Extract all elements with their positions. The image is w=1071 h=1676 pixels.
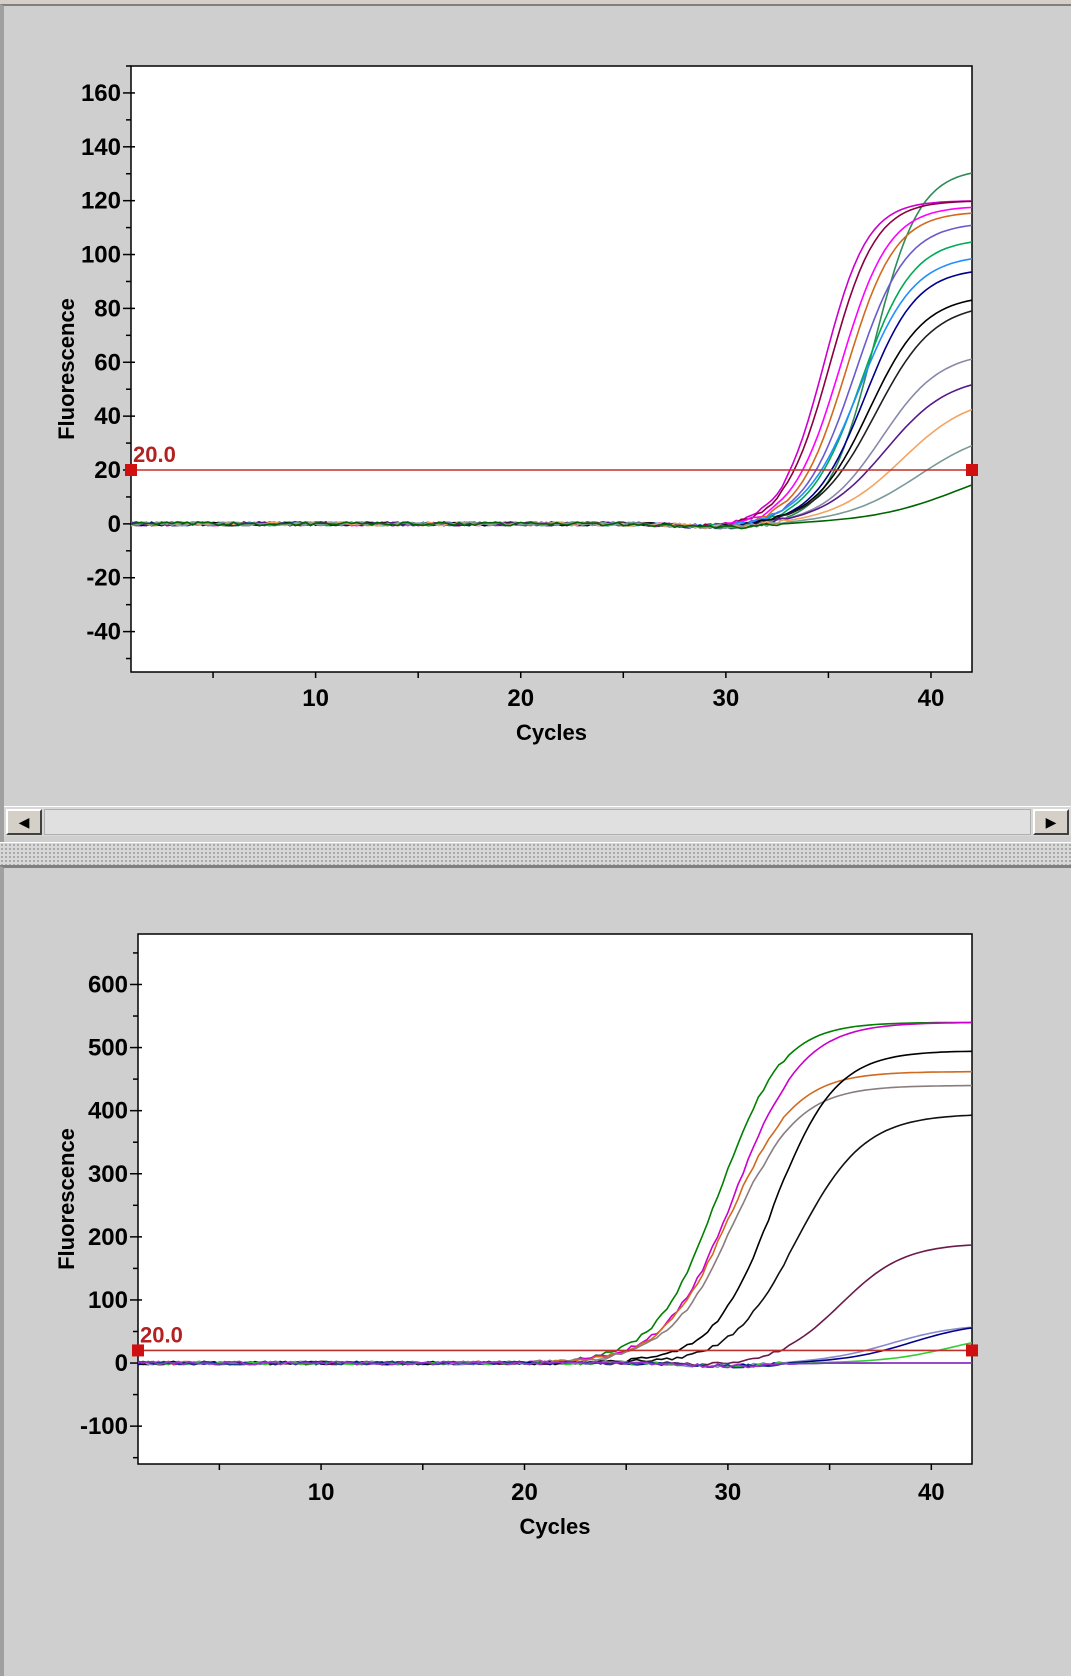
y-tick-label: -40 xyxy=(86,619,121,646)
top-amplification-chart: -40 -20 0 20 40 60 80 100 120 140 160 10 20 30 40 Cycle… xyxy=(54,65,978,745)
y-tick-label: -100 xyxy=(80,1413,128,1440)
x-tick-label: 40 xyxy=(918,685,945,712)
series-line xyxy=(131,384,972,529)
y-tick-label: 20 xyxy=(94,457,121,484)
x-tick-label: 10 xyxy=(308,1479,335,1506)
x-tick-label: 30 xyxy=(715,1479,742,1506)
y-axis-title: Fluorescence xyxy=(54,1128,79,1270)
y-tick-label: 60 xyxy=(94,349,121,376)
y-tick-label: 400 xyxy=(88,1098,128,1125)
y-tick-label: 0 xyxy=(108,511,121,538)
y-tick-label: 600 xyxy=(88,971,128,998)
y-tick-label: 160 xyxy=(81,80,121,107)
x-axis-title: Cycles xyxy=(520,1514,591,1539)
threshold-label: 20.0 xyxy=(140,1322,183,1347)
threshold-handle-right[interactable] xyxy=(966,1344,978,1357)
pane-splitter[interactable] xyxy=(0,842,1071,866)
scroll-track[interactable] xyxy=(44,809,1031,835)
y-tick-label: 100 xyxy=(88,1287,128,1314)
y-tick-label: 40 xyxy=(94,403,121,430)
plot-area xyxy=(130,65,973,673)
series-group xyxy=(138,1021,972,1369)
y-tick-label: 100 xyxy=(81,242,121,269)
y-tick-label: 140 xyxy=(81,134,121,161)
y-tick-label: -20 xyxy=(86,565,121,592)
threshold-handle-left[interactable] xyxy=(125,464,137,476)
threshold-label: 20.0 xyxy=(133,442,176,467)
bottom-amplification-chart: -100 0 100 200 300 400 500 600 10 20 30 40 Cycles Flu… xyxy=(54,933,978,1539)
scroll-right-arrow-icon[interactable]: ▶ xyxy=(1033,809,1069,835)
plot-area xyxy=(137,933,973,1465)
x-tick-label: 20 xyxy=(507,685,534,712)
series-group xyxy=(131,172,972,530)
y-axis-title: Fluorescence xyxy=(54,298,79,440)
bottom-chart-panel: -100 0 100 200 300 400 500 600 10 20 30 40 Cycles Flu… xyxy=(0,866,1071,1676)
y-tick-label: 0 xyxy=(115,1350,128,1377)
x-tick-label: 40 xyxy=(918,1479,945,1506)
series-line xyxy=(131,444,972,529)
x-tick-label: 30 xyxy=(713,685,740,712)
top-horizontal-scrollbar[interactable]: ◀ ▶ xyxy=(4,806,1071,836)
threshold-handle-right[interactable] xyxy=(966,464,978,476)
x-tick-label: 10 xyxy=(302,685,329,712)
series-line xyxy=(131,484,972,530)
y-tick-label: 300 xyxy=(88,1161,128,1188)
threshold-handle-left[interactable] xyxy=(132,1344,144,1357)
x-axis-title: Cycles xyxy=(516,720,587,745)
scroll-left-arrow-icon[interactable]: ◀ xyxy=(6,809,42,835)
x-tick-label: 20 xyxy=(511,1479,538,1506)
top-chart-panel: -40 -20 0 20 40 60 80 100 120 140 160 10 20 30 40 Cycle… xyxy=(0,4,1071,842)
y-tick-label: 80 xyxy=(94,295,121,322)
y-tick-label: 200 xyxy=(88,1224,128,1251)
y-tick-label: 120 xyxy=(81,188,121,215)
y-tick-label: 500 xyxy=(88,1035,128,1062)
series-line xyxy=(138,1360,972,1369)
